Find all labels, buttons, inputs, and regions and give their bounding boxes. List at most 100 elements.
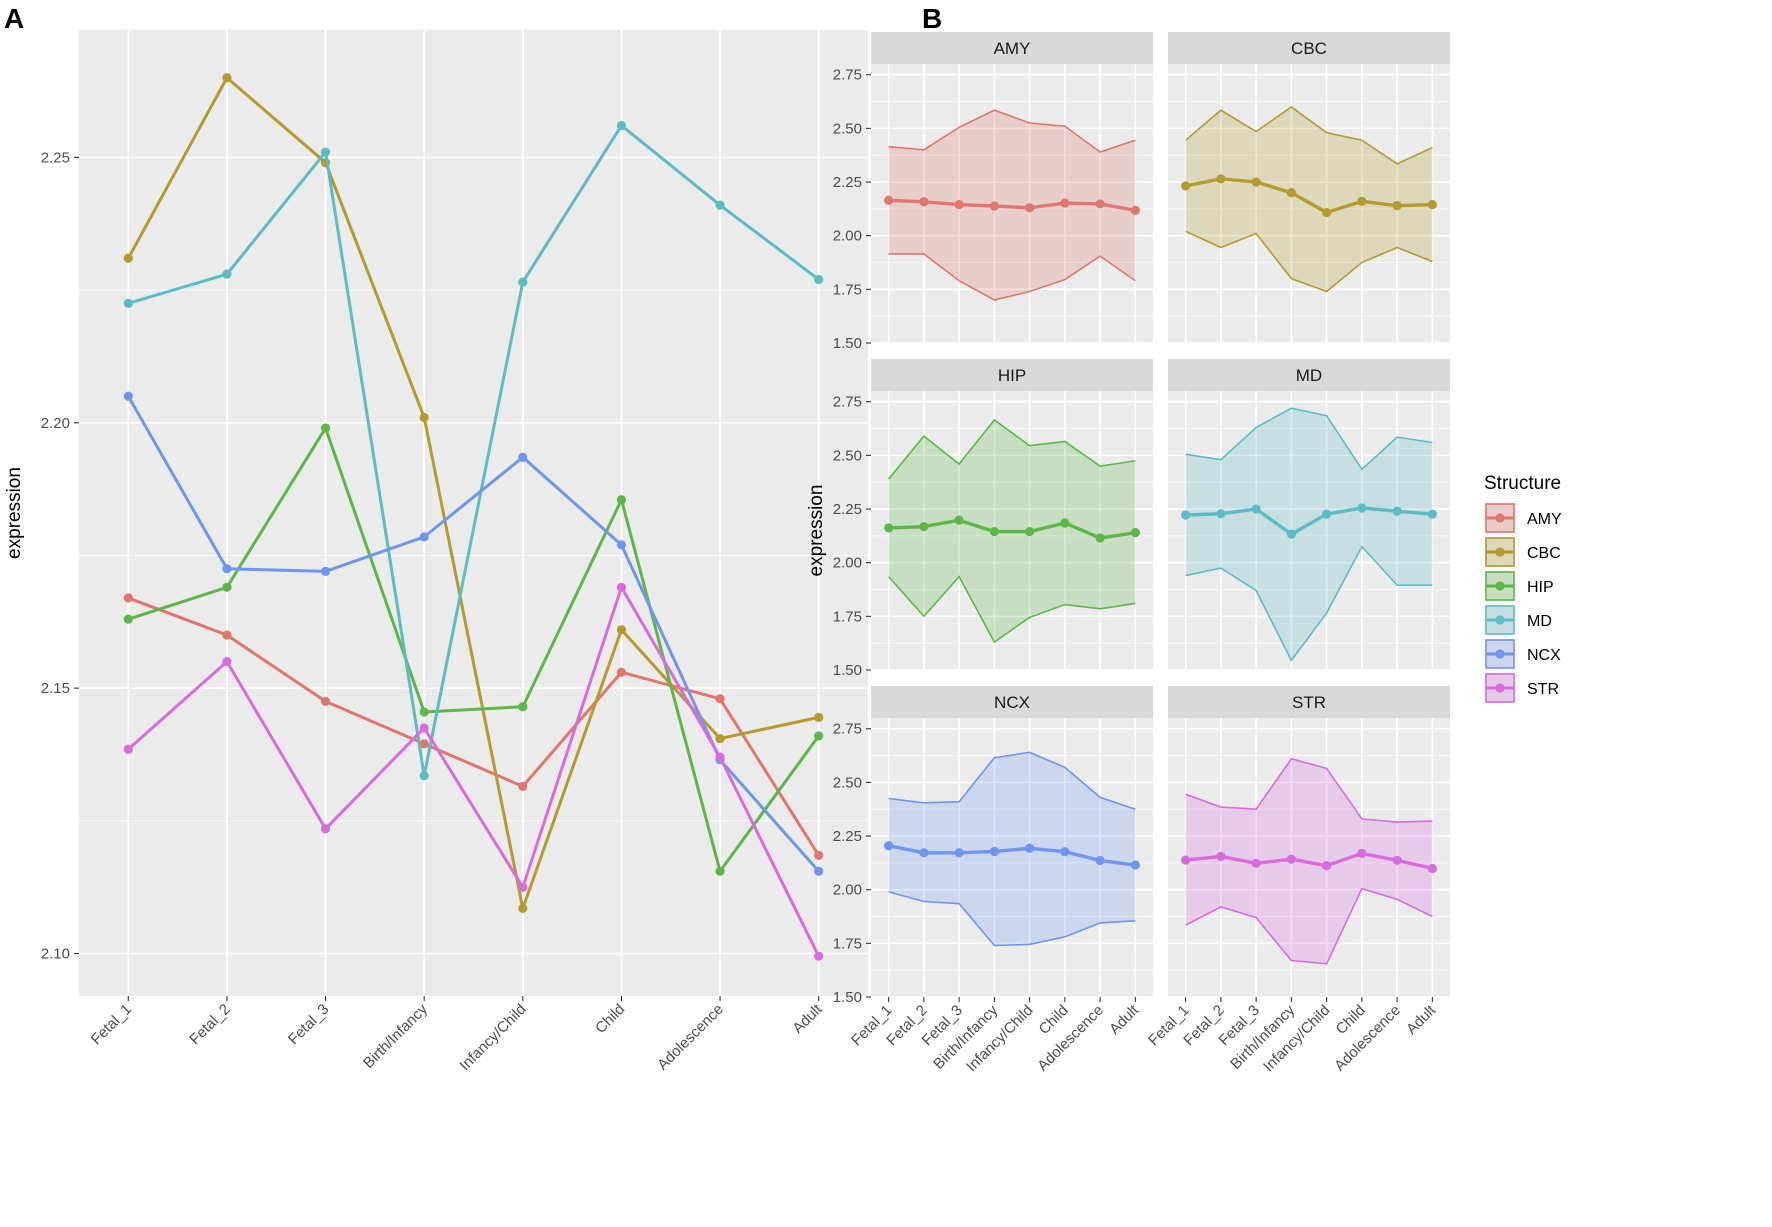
legend-key-point-hip xyxy=(1495,581,1505,591)
data-point-md-birth-infancy xyxy=(419,771,429,781)
panel-label-a: A xyxy=(4,3,24,34)
facet-ncx-point-fetal-3 xyxy=(954,848,964,858)
facet-ncx-lower-line xyxy=(888,891,1136,947)
facet-md-point-fetal-2 xyxy=(1216,509,1226,519)
facet-ncx-point-fetal-1 xyxy=(884,841,894,851)
facet-ncx-ytick-label: 2.25 xyxy=(833,828,862,845)
data-point-hip-infancy-child xyxy=(518,702,528,712)
legend-entry-md: MD xyxy=(1485,605,1552,635)
data-point-hip-fetal-3 xyxy=(320,423,331,433)
data-point-cbc-birth-infancy xyxy=(419,412,429,423)
facet-amy-point-fetal-2 xyxy=(919,197,929,207)
facet-cbc-ribbon xyxy=(1185,106,1433,292)
facet-ncx-xtick-label: Adult xyxy=(1106,1001,1143,1038)
facet-hip-ytick-label: 1.50 xyxy=(833,662,862,679)
facet-hip-mean-line xyxy=(888,518,1136,540)
facet-ncx-upper-line xyxy=(888,751,1136,810)
facet-ncx-point-infancy-child xyxy=(1025,843,1035,853)
data-point-amy-child xyxy=(616,667,627,677)
legend-entry-cbc: CBC xyxy=(1485,537,1561,567)
series-line-amy xyxy=(127,596,820,857)
legend-entry-ncx: NCX xyxy=(1485,639,1561,669)
legend-entry-str: STR xyxy=(1485,673,1559,703)
panel-b-y-axis-title: expression xyxy=(806,485,827,577)
facet-md-ribbon xyxy=(1185,408,1433,661)
data-point-hip-fetal-2 xyxy=(222,582,232,592)
series-line-hip xyxy=(127,426,820,873)
facet-ncx-strip xyxy=(871,686,1153,718)
facet-amy-upper-line xyxy=(888,109,1136,153)
facet-ncx-ytick-label: 2.00 xyxy=(833,882,862,899)
data-point-hip-adolescence xyxy=(715,866,725,876)
facet-amy-point-adolescence xyxy=(1095,199,1105,209)
facet-cbc-mean-line xyxy=(1185,177,1433,215)
facet-amy-point-fetal-1 xyxy=(884,195,894,205)
facet-md-lower-line xyxy=(1185,545,1433,662)
facet-str-lower-line xyxy=(1185,887,1433,965)
panel-a-ytick-label: 2.10 xyxy=(41,946,70,963)
panel-label-b: B xyxy=(922,3,942,34)
data-point-str-birth-infancy xyxy=(419,723,429,733)
series-line-ncx xyxy=(127,395,820,873)
legend-key-point-ncx xyxy=(1495,649,1505,659)
data-point-ncx-adult xyxy=(814,866,824,876)
facet-cbc-point-adolescence xyxy=(1392,201,1402,211)
data-point-ncx-fetal-1 xyxy=(123,391,133,401)
facet-hip-upper-line xyxy=(888,418,1136,480)
data-point-str-infancy-child xyxy=(518,882,528,892)
data-point-ncx-fetal-2 xyxy=(222,564,232,574)
facet-cbc-point-fetal-1 xyxy=(1181,181,1191,191)
panel-a-xtick-label: Fetal_1 xyxy=(88,1001,135,1048)
panel-a-y-axis-title: expression xyxy=(4,467,25,559)
series-line-str xyxy=(127,585,821,957)
facet-str-point-birth-infancy xyxy=(1286,854,1296,864)
facet-hip-ytick-label: 2.25 xyxy=(833,501,862,518)
data-point-md-fetal-3 xyxy=(320,147,331,157)
data-point-md-adolescence xyxy=(715,200,725,210)
facet-amy-ytick-label: 2.00 xyxy=(833,228,862,245)
facet-amy-strip-label: AMY xyxy=(994,39,1031,58)
facet-ncx-ytick-label: 2.75 xyxy=(833,721,862,738)
legend-label-amy: AMY xyxy=(1527,511,1562,528)
data-point-str-fetal-1 xyxy=(123,744,133,754)
data-point-amy-fetal-1 xyxy=(123,593,133,603)
panel-a-xtick-label: Child xyxy=(592,1001,628,1037)
facet-str-xtick-label: Adult xyxy=(1403,1001,1440,1038)
facet-str-point-child xyxy=(1357,848,1367,859)
data-point-cbc-infancy-child xyxy=(518,903,528,914)
legend-key-point-str xyxy=(1495,683,1505,693)
facet-md-strip xyxy=(1168,359,1450,391)
facet-md-point-child xyxy=(1357,503,1367,513)
panel-b-facet-grid: AMY 1.50 1.75 2.00 2.25 2.50 2.75 CBC HIP 1.50 1.7… xyxy=(806,32,1450,1075)
facet-str-point-fetal-3 xyxy=(1251,858,1261,868)
facet-ncx-mean-line xyxy=(888,844,1136,867)
data-point-ncx-fetal-3 xyxy=(320,566,331,576)
facet-amy-mean-line xyxy=(888,198,1136,213)
facet-hip-point-child xyxy=(1060,518,1070,528)
facet-amy-point-infancy-child xyxy=(1025,203,1035,213)
data-point-hip-adult xyxy=(814,731,824,741)
facet-amy-ytick-label: 1.75 xyxy=(833,281,862,298)
data-point-md-child xyxy=(616,120,627,131)
facet-str-strip-label: STR xyxy=(1292,693,1326,712)
panel-a-xtick-label: Fetal_3 xyxy=(285,1001,332,1048)
facet-hip-ytick-label: 2.50 xyxy=(833,447,862,464)
facet-cbc-strip-label: CBC xyxy=(1291,39,1327,58)
data-point-str-child xyxy=(616,582,627,592)
facet-amy-strip xyxy=(871,32,1153,64)
panel-a-xtick-label: Fetal_2 xyxy=(186,1001,233,1048)
facet-cbc-point-child xyxy=(1357,196,1367,206)
facet-str: STRFetal_1Fetal_2Fetal_3Birth/InfancyInf… xyxy=(1145,686,1450,1075)
data-point-ncx-infancy-child xyxy=(518,452,528,462)
facet-str-point-adolescence xyxy=(1392,855,1402,865)
legend-label-hip: HIP xyxy=(1527,579,1554,596)
facet-str-strip xyxy=(1168,686,1450,718)
facet-hip-strip-label: HIP xyxy=(998,366,1026,385)
legend-label-str: STR xyxy=(1527,681,1559,698)
facet-md-mean-line xyxy=(1185,506,1433,536)
structure-legend: Structure AMY CBC HIP MD NCX STR xyxy=(1484,473,1562,703)
facet-md-point-adolescence xyxy=(1392,506,1402,516)
data-point-cbc-fetal-1 xyxy=(123,253,133,263)
facet-cbc-point-fetal-3 xyxy=(1251,177,1261,187)
legend-entry-hip: HIP xyxy=(1485,571,1554,601)
